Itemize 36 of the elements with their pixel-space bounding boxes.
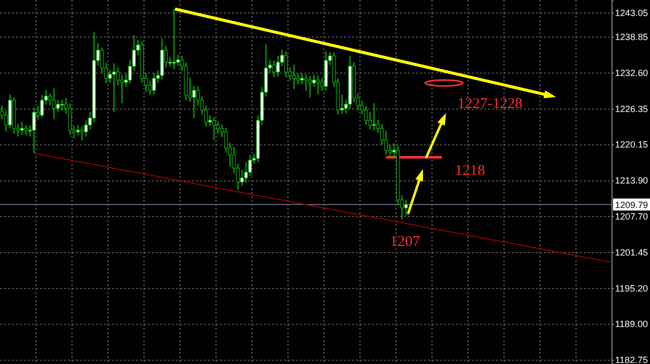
candlestick [364, 105, 368, 126]
candlestick [300, 72, 304, 85]
annotation: 1207 [390, 234, 420, 250]
candlestick [52, 88, 56, 120]
annotation: 1227-1228 [458, 96, 522, 112]
candlestick [20, 121, 24, 136]
candlestick [172, 8, 176, 70]
candlestick [372, 102, 376, 132]
candlestick [284, 50, 288, 78]
candlestick [60, 99, 64, 112]
y-tick-label: 1182.75 [615, 355, 648, 364]
candlestick [292, 64, 296, 90]
candlestick [212, 116, 216, 140]
y-tick-label: 1213.90 [615, 176, 648, 186]
y-tick-label: 1201.45 [615, 247, 648, 258]
candlestick [272, 60, 276, 78]
candlestick [80, 126, 84, 142]
candlestick [32, 107, 36, 154]
y-tick-label: 1238.85 [615, 32, 648, 42]
candlestick [316, 74, 320, 95]
candlestick [404, 199, 408, 216]
y-tick-label: 1226.35 [615, 104, 648, 114]
y-tick-label: 1232.60 [615, 68, 648, 78]
y-tick-label: 1195.20 [615, 283, 648, 294]
y-tick-label: 1189.00 [615, 319, 648, 330]
candlestick [152, 72, 156, 95]
y-tick-label: 1243.05 [615, 8, 648, 18]
candlestick [308, 76, 312, 98]
annotation: 1218 [455, 163, 485, 179]
candlestick [112, 62, 116, 112]
y-tick-label: 1220.15 [615, 140, 648, 150]
ref-line-label: 1209.79 [615, 200, 648, 210]
candlestick [56, 100, 60, 113]
candlestick [24, 124, 28, 136]
candlestick [76, 124, 80, 136]
y-tick-label: 1207.70 [615, 211, 648, 222]
